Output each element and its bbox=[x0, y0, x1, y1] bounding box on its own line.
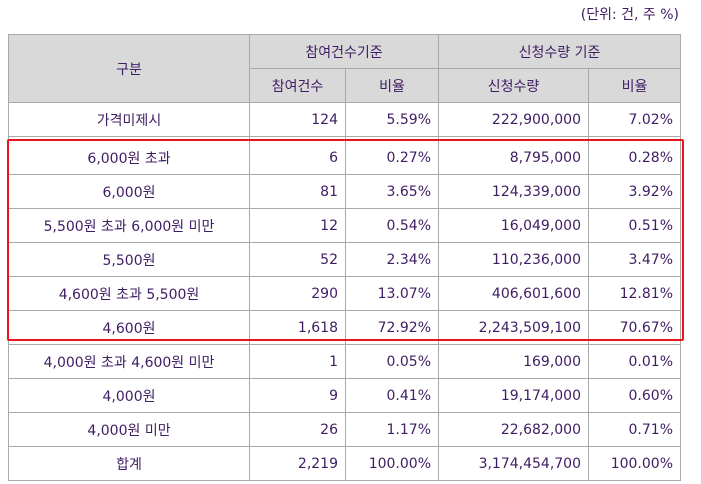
row-participants: 124 bbox=[249, 102, 346, 137]
row-participants-ratio: 0.41% bbox=[345, 378, 439, 413]
row-quantity-ratio: 3.47% bbox=[588, 242, 681, 277]
row-participants: 52 bbox=[249, 242, 346, 277]
row-quantity-ratio: 3.92% bbox=[588, 174, 681, 209]
header-quantity: 신청수량 bbox=[438, 68, 589, 103]
demand-forecast-table: 구분 참여건수기준 신청수량 기준 참여건수 비율 신청수량 비율 가격미제시 1… bbox=[8, 34, 681, 481]
row-category: 5,500원 초과 6,000원 미만 bbox=[8, 208, 250, 243]
row-participants: 81 bbox=[249, 174, 346, 209]
header-quantity-ratio: 비율 bbox=[588, 68, 681, 103]
header-participants-ratio: 비율 bbox=[345, 68, 439, 103]
row-participants-ratio: 13.07% bbox=[345, 276, 439, 311]
row-category: 4,600원 초과 5,500원 bbox=[8, 276, 250, 311]
row-participants-ratio: 5.59% bbox=[345, 102, 439, 137]
row-quantity-ratio: 70.67% bbox=[588, 310, 681, 345]
row-category: 4,600원 bbox=[8, 310, 250, 345]
row-participants: 12 bbox=[249, 208, 346, 243]
row-quantity-ratio: 0.51% bbox=[588, 208, 681, 243]
header-by-quantity: 신청수량 기준 bbox=[438, 34, 681, 69]
table-row: 5,500원 초과 6,000원 미만 12 0.54% 16,049,000 0.51… bbox=[8, 208, 681, 243]
table-row: 4,600원 1,618 72.92% 2,243,509,100 70.67% bbox=[8, 310, 681, 345]
header-category: 구분 bbox=[8, 34, 250, 103]
row-quantity: 110,236,000 bbox=[438, 242, 589, 277]
row-participants: 2,219 bbox=[249, 446, 346, 481]
row-participants: 6 bbox=[249, 140, 346, 175]
row-category: 4,000원 초과 4,600원 미만 bbox=[8, 344, 250, 379]
row-category: 4,000원 bbox=[8, 378, 250, 413]
row-category: 4,000원 미만 bbox=[8, 412, 250, 447]
table-row: 4,600원 초과 5,500원 290 13.07% 406,601,600 12.8… bbox=[8, 276, 681, 311]
row-quantity: 22,682,000 bbox=[438, 412, 589, 447]
row-category: 합계 bbox=[8, 446, 250, 481]
row-quantity-ratio: 0.71% bbox=[588, 412, 681, 447]
table-row: 6,000원 81 3.65% 124,339,000 3.92% bbox=[8, 174, 681, 209]
header-participants: 참여건수 bbox=[249, 68, 346, 103]
total-row: 합계 2,219 100.00% 3,174,454,700 100.00% bbox=[8, 446, 681, 481]
header-by-participants: 참여건수기준 bbox=[249, 34, 439, 69]
row-participants-ratio: 0.05% bbox=[345, 344, 439, 379]
row-quantity-ratio: 0.60% bbox=[588, 378, 681, 413]
row-quantity-ratio: 0.28% bbox=[588, 140, 681, 175]
row-participants: 26 bbox=[249, 412, 346, 447]
table-row: 5,500원 52 2.34% 110,236,000 3.47% bbox=[8, 242, 681, 277]
row-quantity: 16,049,000 bbox=[438, 208, 589, 243]
row-category: 6,000원 bbox=[8, 174, 250, 209]
row-participants: 9 bbox=[249, 378, 346, 413]
row-quantity-ratio: 12.81% bbox=[588, 276, 681, 311]
row-quantity: 2,243,509,100 bbox=[438, 310, 589, 345]
table-row: 4,000원 9 0.41% 19,174,000 0.60% bbox=[8, 378, 681, 413]
row-participants: 290 bbox=[249, 276, 346, 311]
row-quantity: 19,174,000 bbox=[438, 378, 589, 413]
row-quantity: 124,339,000 bbox=[438, 174, 589, 209]
row-quantity: 169,000 bbox=[438, 344, 589, 379]
table-row: 4,000원 초과 4,600원 미만 1 0.05% 169,000 0.01% bbox=[8, 344, 681, 379]
row-quantity-ratio: 0.01% bbox=[588, 344, 681, 379]
row-participants-ratio: 0.27% bbox=[345, 140, 439, 175]
row-participants-ratio: 100.00% bbox=[345, 446, 439, 481]
row-participants-ratio: 3.65% bbox=[345, 174, 439, 209]
row-participants-ratio: 0.54% bbox=[345, 208, 439, 243]
row-quantity: 406,601,600 bbox=[438, 276, 589, 311]
row-category: 6,000원 초과 bbox=[8, 140, 250, 175]
row-participants: 1,618 bbox=[249, 310, 346, 345]
row-quantity: 222,900,000 bbox=[438, 102, 589, 137]
unit-note: (단위: 건, 주 %) bbox=[580, 7, 679, 23]
row-participants-ratio: 1.17% bbox=[345, 412, 439, 447]
table-row: 가격미제시 124 5.59% 222,900,000 7.02% bbox=[8, 102, 681, 137]
row-quantity: 8,795,000 bbox=[438, 140, 589, 175]
table-row: 6,000원 초과 6 0.27% 8,795,000 0.28% bbox=[8, 140, 681, 175]
row-quantity: 3,174,454,700 bbox=[438, 446, 589, 481]
row-quantity-ratio: 7.02% bbox=[588, 102, 681, 137]
row-quantity-ratio: 100.00% bbox=[588, 446, 681, 481]
row-category: 5,500원 bbox=[8, 242, 250, 277]
row-category: 가격미제시 bbox=[8, 102, 250, 137]
row-participants: 1 bbox=[249, 344, 346, 379]
row-participants-ratio: 72.92% bbox=[345, 310, 439, 345]
table-row: 4,000원 미만 26 1.17% 22,682,000 0.71% bbox=[8, 412, 681, 447]
row-participants-ratio: 2.34% bbox=[345, 242, 439, 277]
